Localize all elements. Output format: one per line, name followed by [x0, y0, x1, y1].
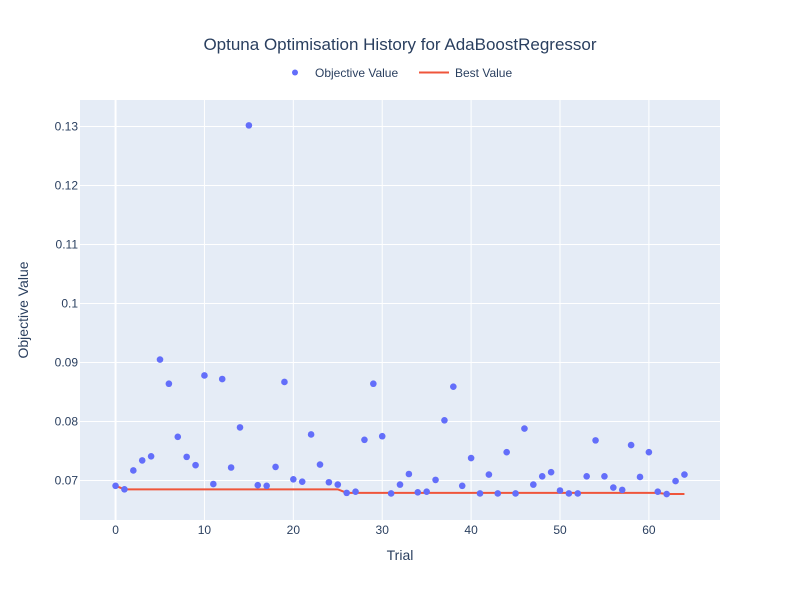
objective-value-point — [307, 431, 315, 438]
objective-value-point — [316, 461, 324, 468]
chart-title: Optuna Optimisation History for AdaBoost… — [203, 35, 596, 54]
objective-value-point — [476, 490, 484, 497]
objective-value-point — [201, 372, 208, 379]
objective-value-point — [227, 464, 235, 471]
x-tick-label: 0 — [112, 523, 119, 537]
objective-value-point — [636, 473, 644, 481]
objective-value-point — [432, 476, 439, 484]
y-axis-title: Objective Value — [15, 261, 31, 358]
objective-value-point — [565, 490, 573, 497]
x-axis-title: Trial — [387, 547, 414, 563]
objective-value-point — [183, 453, 190, 461]
objective-value-point — [290, 475, 297, 483]
objective-value-point — [334, 481, 342, 488]
objective-value-point — [610, 484, 617, 491]
objective-value-point — [298, 478, 306, 485]
objective-value-point — [370, 380, 377, 388]
objective-value-point — [147, 452, 155, 460]
y-tick-label: 0.13 — [55, 120, 79, 134]
legend-objective-label: Objective Value — [315, 66, 398, 80]
objective-value-point — [281, 378, 288, 386]
objective-value-point — [654, 488, 662, 495]
objective-value-point — [512, 490, 519, 497]
objective-value-point — [352, 488, 359, 495]
objective-value-point — [423, 488, 430, 495]
objective-value-point — [138, 457, 146, 464]
objective-value-point — [325, 478, 333, 486]
objective-value-points — [112, 122, 688, 498]
x-tick-label: 40 — [464, 523, 478, 537]
objective-value-point — [361, 436, 368, 444]
objective-value-point — [450, 383, 457, 390]
objective-value-point — [112, 482, 119, 490]
objective-value-point — [245, 122, 253, 129]
legend: Objective Value Best Value — [292, 66, 512, 80]
objective-value-point — [503, 448, 510, 456]
objective-value-point — [156, 356, 164, 363]
objective-value-point — [547, 468, 555, 476]
objective-value-point — [485, 471, 493, 478]
y-tick-label: 0.1 — [61, 297, 78, 311]
objective-value-point — [343, 489, 350, 497]
x-tick-label: 20 — [287, 523, 301, 537]
y-tick-label: 0.07 — [55, 473, 79, 487]
objective-value-point — [165, 380, 173, 388]
objective-value-point — [174, 433, 182, 441]
y-tick-label: 0.09 — [55, 356, 79, 370]
objective-value-point — [218, 375, 226, 383]
y-tick-labels: 0.07 0.08 0.09 0.1 0.11 0.12 0.13 — [55, 120, 79, 488]
x-tick-label: 10 — [198, 523, 212, 537]
objective-value-point — [441, 417, 448, 424]
objective-value-point — [263, 482, 270, 490]
objective-value-point — [378, 432, 386, 440]
objective-value-point — [592, 437, 599, 444]
objective-value-point — [663, 490, 670, 498]
x-tick-label: 50 — [553, 523, 567, 537]
legend-best-label: Best Value — [455, 66, 512, 80]
plot-area — [80, 100, 720, 520]
objective-value-point — [272, 463, 279, 471]
objective-value-point — [467, 454, 475, 462]
objective-value-point — [583, 473, 590, 480]
objective-value-point — [645, 448, 653, 456]
objective-value-point — [414, 488, 422, 496]
objective-value-point — [458, 482, 466, 490]
objective-value-point — [236, 424, 244, 431]
grid-lines — [80, 100, 720, 520]
objective-value-point — [538, 473, 546, 480]
objective-value-point — [210, 480, 217, 488]
objective-value-point — [681, 471, 688, 478]
objective-value-point — [192, 461, 199, 469]
objective-value-point — [405, 470, 413, 478]
objective-value-point — [601, 473, 608, 480]
x-tick-label: 60 — [642, 523, 656, 537]
objective-value-point — [530, 481, 537, 488]
y-tick-label: 0.08 — [55, 414, 79, 428]
objective-value-point — [556, 487, 564, 494]
objective-value-point — [387, 490, 395, 497]
objective-value-point — [627, 441, 635, 449]
y-tick-label: 0.12 — [55, 179, 79, 193]
objective-value-point — [130, 467, 137, 474]
objective-value-point — [574, 490, 582, 497]
objective-value-point — [521, 425, 528, 432]
objective-value-point — [396, 481, 404, 488]
objective-value-point — [494, 490, 502, 497]
objective-value-point — [121, 486, 128, 493]
y-tick-label: 0.11 — [56, 238, 79, 252]
x-tick-labels: 0 10 20 30 40 50 60 — [112, 523, 656, 537]
objective-value-point — [254, 481, 262, 489]
objective-value-point — [672, 477, 679, 485]
x-tick-label: 30 — [376, 523, 390, 537]
objective-value-point — [618, 486, 626, 494]
legend-objective-marker — [292, 69, 298, 76]
